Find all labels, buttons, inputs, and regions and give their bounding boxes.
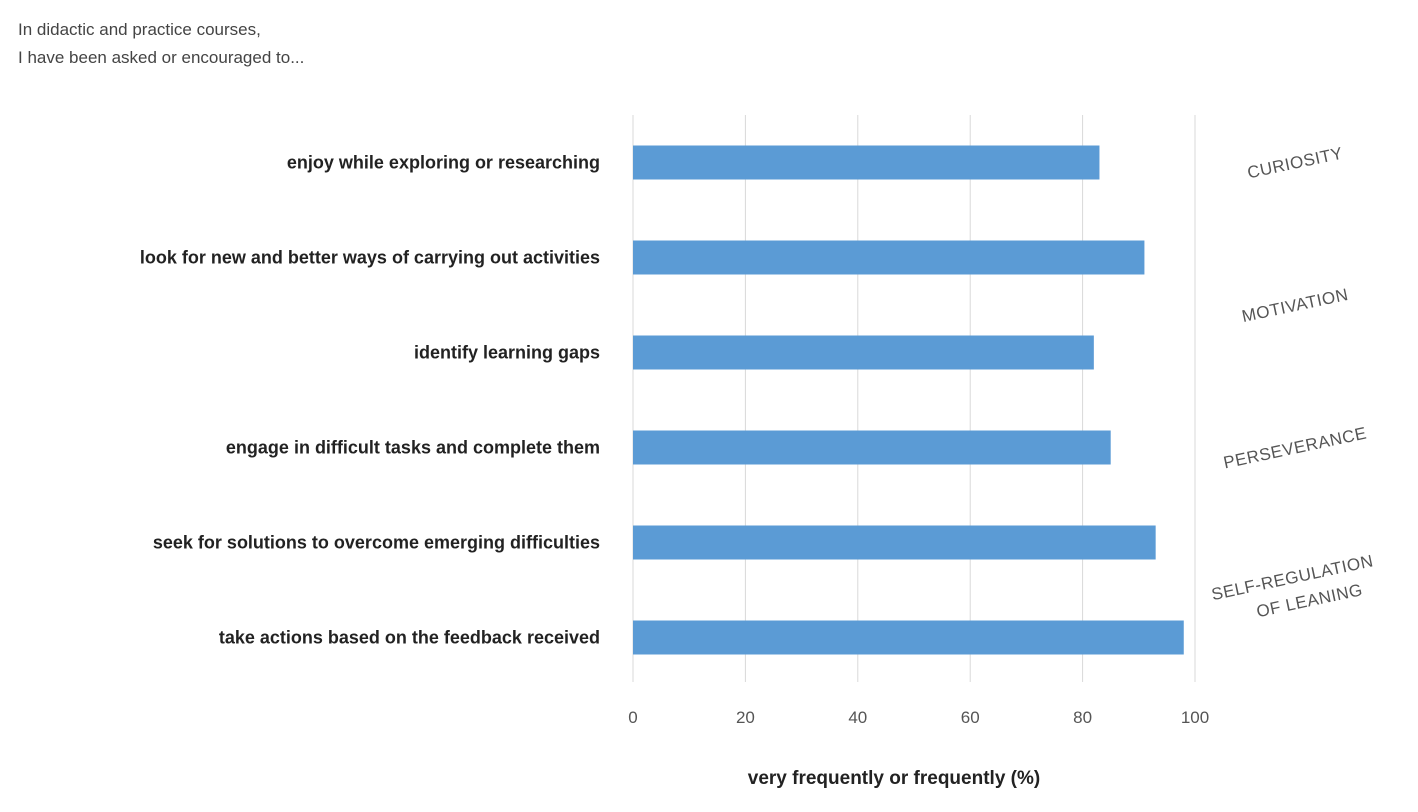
group-label: CURIOSITY — [1246, 144, 1345, 183]
intro-line-1: In didactic and practice courses, — [18, 20, 261, 39]
x-tick-label: 0 — [628, 708, 637, 727]
bar — [633, 430, 1111, 465]
group-label-line: MOTIVATION — [1240, 285, 1350, 326]
bars — [633, 145, 1184, 655]
group-label-line: PERSEVERANCE — [1222, 424, 1369, 473]
bar — [633, 145, 1100, 180]
group-label-line: CURIOSITY — [1246, 144, 1345, 183]
group-labels: CURIOSITY MOTIVATION PERSEVERANCE SELF-REGU… — [1210, 144, 1375, 622]
category-label: engage in difficult tasks and complete t… — [226, 438, 600, 458]
group-label: MOTIVATION — [1240, 285, 1350, 326]
bar — [633, 525, 1156, 560]
category-labels: enjoy while exploring or researching look… — [140, 153, 600, 648]
bar — [633, 240, 1145, 275]
category-label: take actions based on the feedback recei… — [219, 628, 600, 648]
x-tick-labels: 0 20 40 60 80 100 — [628, 708, 1209, 727]
category-label: look for new and better ways of carrying… — [140, 248, 600, 268]
x-tick-label: 20 — [736, 708, 755, 727]
category-label: enjoy while exploring or researching — [287, 153, 600, 173]
category-label: identify learning gaps — [414, 343, 600, 363]
x-axis-label: very frequently or frequently (%) — [748, 768, 1040, 789]
x-tick-label: 40 — [848, 708, 867, 727]
gridlines — [632, 115, 1196, 682]
bar — [633, 620, 1184, 655]
x-tick-label: 100 — [1181, 708, 1209, 727]
group-label: PERSEVERANCE — [1222, 424, 1369, 473]
x-tick-label: 60 — [961, 708, 980, 727]
bar — [633, 335, 1094, 370]
category-label: seek for solutions to overcome emerging … — [153, 533, 600, 553]
x-tick-label: 80 — [1073, 708, 1092, 727]
intro-line-2: I have been asked or encouraged to... — [18, 48, 305, 67]
chart-intro: In didactic and practice courses, I have… — [18, 16, 304, 72]
